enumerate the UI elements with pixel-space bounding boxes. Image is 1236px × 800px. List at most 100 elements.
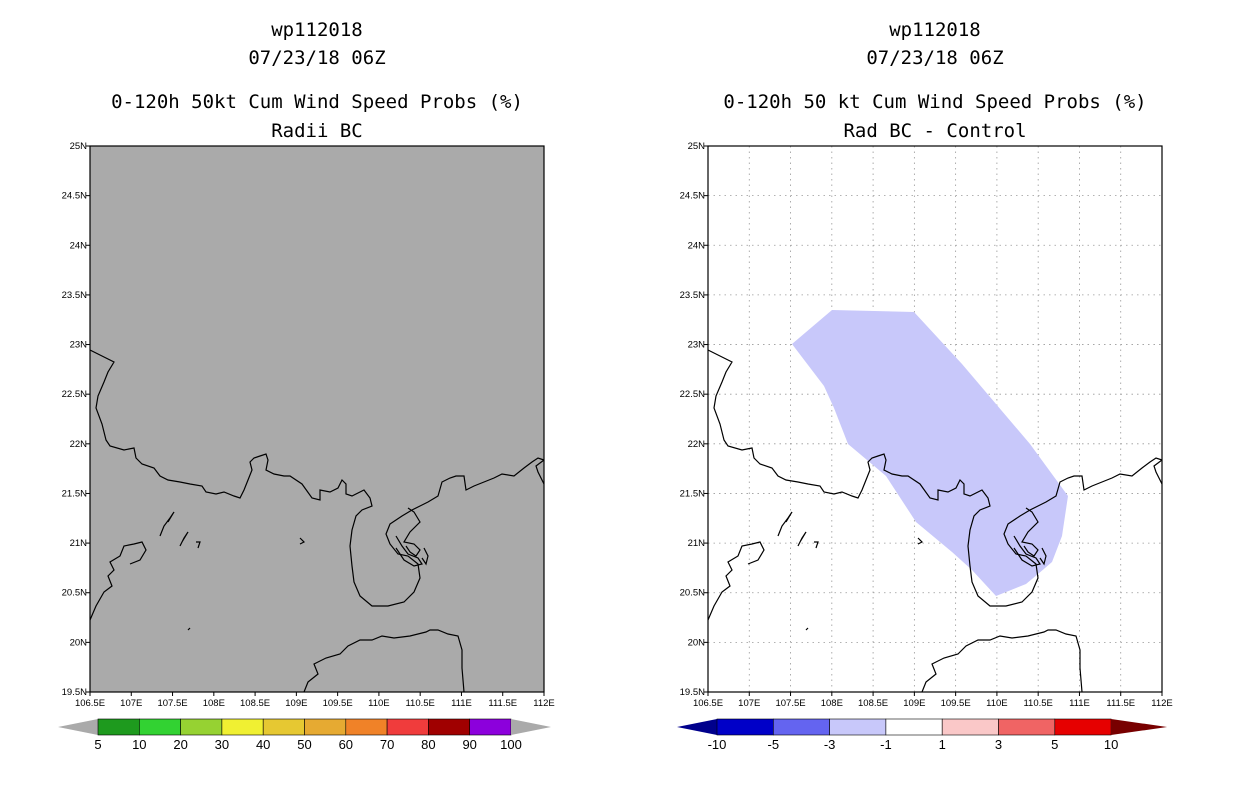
left-title-product: 0-120h 50kt Cum Wind Speed Probs (%) xyxy=(111,91,523,113)
left-colorbar-box xyxy=(469,718,512,736)
left-lat-label: 20N xyxy=(70,637,88,648)
left-title-storm: wp112018 xyxy=(271,19,363,41)
left-lat-label: 19.5N xyxy=(62,687,87,698)
right-lon-label: 109.5E xyxy=(941,698,971,709)
left-lon-label: 110.5E xyxy=(405,698,434,709)
left-colorbar-label: 60 xyxy=(339,737,353,752)
left-colorbar-box xyxy=(221,718,264,736)
left-lon-label: 107.5E xyxy=(157,698,187,709)
left-lon-label: 109E xyxy=(285,698,307,709)
left-colorbar-label: 70 xyxy=(380,737,394,752)
left-colorbar-label: 80 xyxy=(421,737,435,752)
right-lat-label: 22N xyxy=(688,439,706,450)
right-colorbar-label: -1 xyxy=(880,737,892,752)
right-title-storm: wp112018 xyxy=(889,19,981,41)
right-colorbar-box xyxy=(829,718,887,736)
left-colorbar-box xyxy=(428,718,470,736)
left-colorbar-box xyxy=(345,718,388,736)
right-lon-label: 107.5E xyxy=(775,698,805,709)
right-lon-label: 108.5E xyxy=(858,698,888,709)
left-colorbar-box xyxy=(139,718,181,736)
left-colorbar: 5 10 20 30 40 50 60 70 80 90 100 xyxy=(58,718,551,752)
left-axes: 106.5E 107E 107.5E 108E 108.5E 109E 109.5E 110E… xyxy=(62,141,555,709)
left-lon-label: 107E xyxy=(120,698,142,709)
left-map-frame xyxy=(89,145,545,693)
right-map-frame xyxy=(707,145,1163,693)
left-colorbar-label: 30 xyxy=(215,737,229,752)
right-colorbar-label: -10 xyxy=(708,737,727,752)
left-lon-label: 112E xyxy=(533,698,554,709)
right-lon-label: 109E xyxy=(903,698,925,709)
right-lat-label: 19.5N xyxy=(680,687,705,698)
left-colorbar-box xyxy=(180,718,223,736)
left-lat-label: 24N xyxy=(70,240,88,251)
left-colorbar-label: 40 xyxy=(256,737,270,752)
right-colorbar-box xyxy=(1054,718,1112,736)
right-lon-label: 111.5E xyxy=(1106,698,1135,709)
right-colorbar-label: -5 xyxy=(768,737,780,752)
left-lat-label: 23N xyxy=(70,340,88,351)
right-colorbar-end-high xyxy=(1111,719,1168,735)
right-colorbar-box xyxy=(998,718,1056,736)
left-lat-label: 22.5N xyxy=(62,389,87,400)
left-lat-label: 21N xyxy=(70,538,88,549)
left-lon-label: 110E xyxy=(368,698,389,709)
right-colorbar-box xyxy=(772,718,830,736)
right-colorbar-label: 1 xyxy=(939,737,946,752)
right-lat-label: 25N xyxy=(688,141,706,152)
right-lat-label: 20N xyxy=(688,637,706,648)
left-colorbar-box xyxy=(386,718,429,736)
right-lon-label: 107E xyxy=(738,698,760,709)
right-lat-label: 23.5N xyxy=(680,290,705,301)
left-lon-label: 109.5E xyxy=(323,698,353,709)
left-title-date: 07/23/18 06Z xyxy=(248,47,386,69)
right-lat-label: 23N xyxy=(688,340,706,351)
left-lat-label: 25N xyxy=(70,141,88,152)
left-lat-label: 24.5N xyxy=(62,191,87,202)
right-lon-label: 111E xyxy=(1069,698,1090,709)
right-title-date: 07/23/18 06Z xyxy=(866,47,1004,69)
left-colorbar-box xyxy=(304,718,347,736)
left-lon-label: 106.5E xyxy=(75,698,105,709)
left-lat-label: 20.5N xyxy=(62,588,87,599)
right-lat-label: 21N xyxy=(688,538,706,549)
left-lon-label: 108E xyxy=(203,698,225,709)
left-colorbar-end-low xyxy=(58,719,98,735)
right-colorbar-label: 3 xyxy=(995,737,1002,752)
left-lon-label: 111.5E xyxy=(488,698,517,709)
right-axes: 106.5E 107E 107.5E 108E 108.5E 109E 109.5E 110E… xyxy=(680,141,1173,709)
left-lat-label: 22N xyxy=(70,439,88,450)
left-colorbar-label: 10 xyxy=(132,737,146,752)
left-map xyxy=(89,145,545,693)
left-title-subtitle: Radii BC xyxy=(271,120,363,142)
right-lon-label: 106.5E xyxy=(693,698,723,709)
right-colorbar-label: -3 xyxy=(824,737,836,752)
right-lat-label: 24N xyxy=(688,240,706,251)
right-lon-label: 108E xyxy=(821,698,843,709)
right-lat-label: 22.5N xyxy=(680,389,705,400)
left-colorbar-label: 50 xyxy=(297,737,311,752)
right-map xyxy=(707,145,1163,693)
left-colorbar-label: 20 xyxy=(173,737,187,752)
right-lat-label: 21.5N xyxy=(680,488,705,499)
left-colorbar-end-high xyxy=(511,719,551,735)
right-colorbar-box xyxy=(941,718,999,736)
right-lat-label: 20.5N xyxy=(680,588,705,599)
right-title-subtitle: Rad BC - Control xyxy=(843,120,1027,142)
right-lat-label: 24.5N xyxy=(680,191,705,202)
right-colorbar-box xyxy=(885,718,943,736)
right-colorbar-end-low xyxy=(677,719,717,735)
left-colorbar-label: 100 xyxy=(500,737,522,752)
right-colorbar-box xyxy=(716,718,774,736)
left-colorbar-label: 90 xyxy=(462,737,476,752)
right-colorbar-label: 5 xyxy=(1051,737,1058,752)
left-map-background xyxy=(90,146,544,692)
left-colorbar-box xyxy=(97,718,140,736)
right-colorbar: -10 -5 -3 -1 1 3 5 10 xyxy=(677,718,1168,752)
right-shaded-region xyxy=(792,310,1068,596)
left-lat-label: 21.5N xyxy=(62,488,87,499)
right-lon-label: 110.5E xyxy=(1023,698,1052,709)
left-lon-label: 108.5E xyxy=(240,698,270,709)
left-lon-label: 111E xyxy=(451,698,472,709)
